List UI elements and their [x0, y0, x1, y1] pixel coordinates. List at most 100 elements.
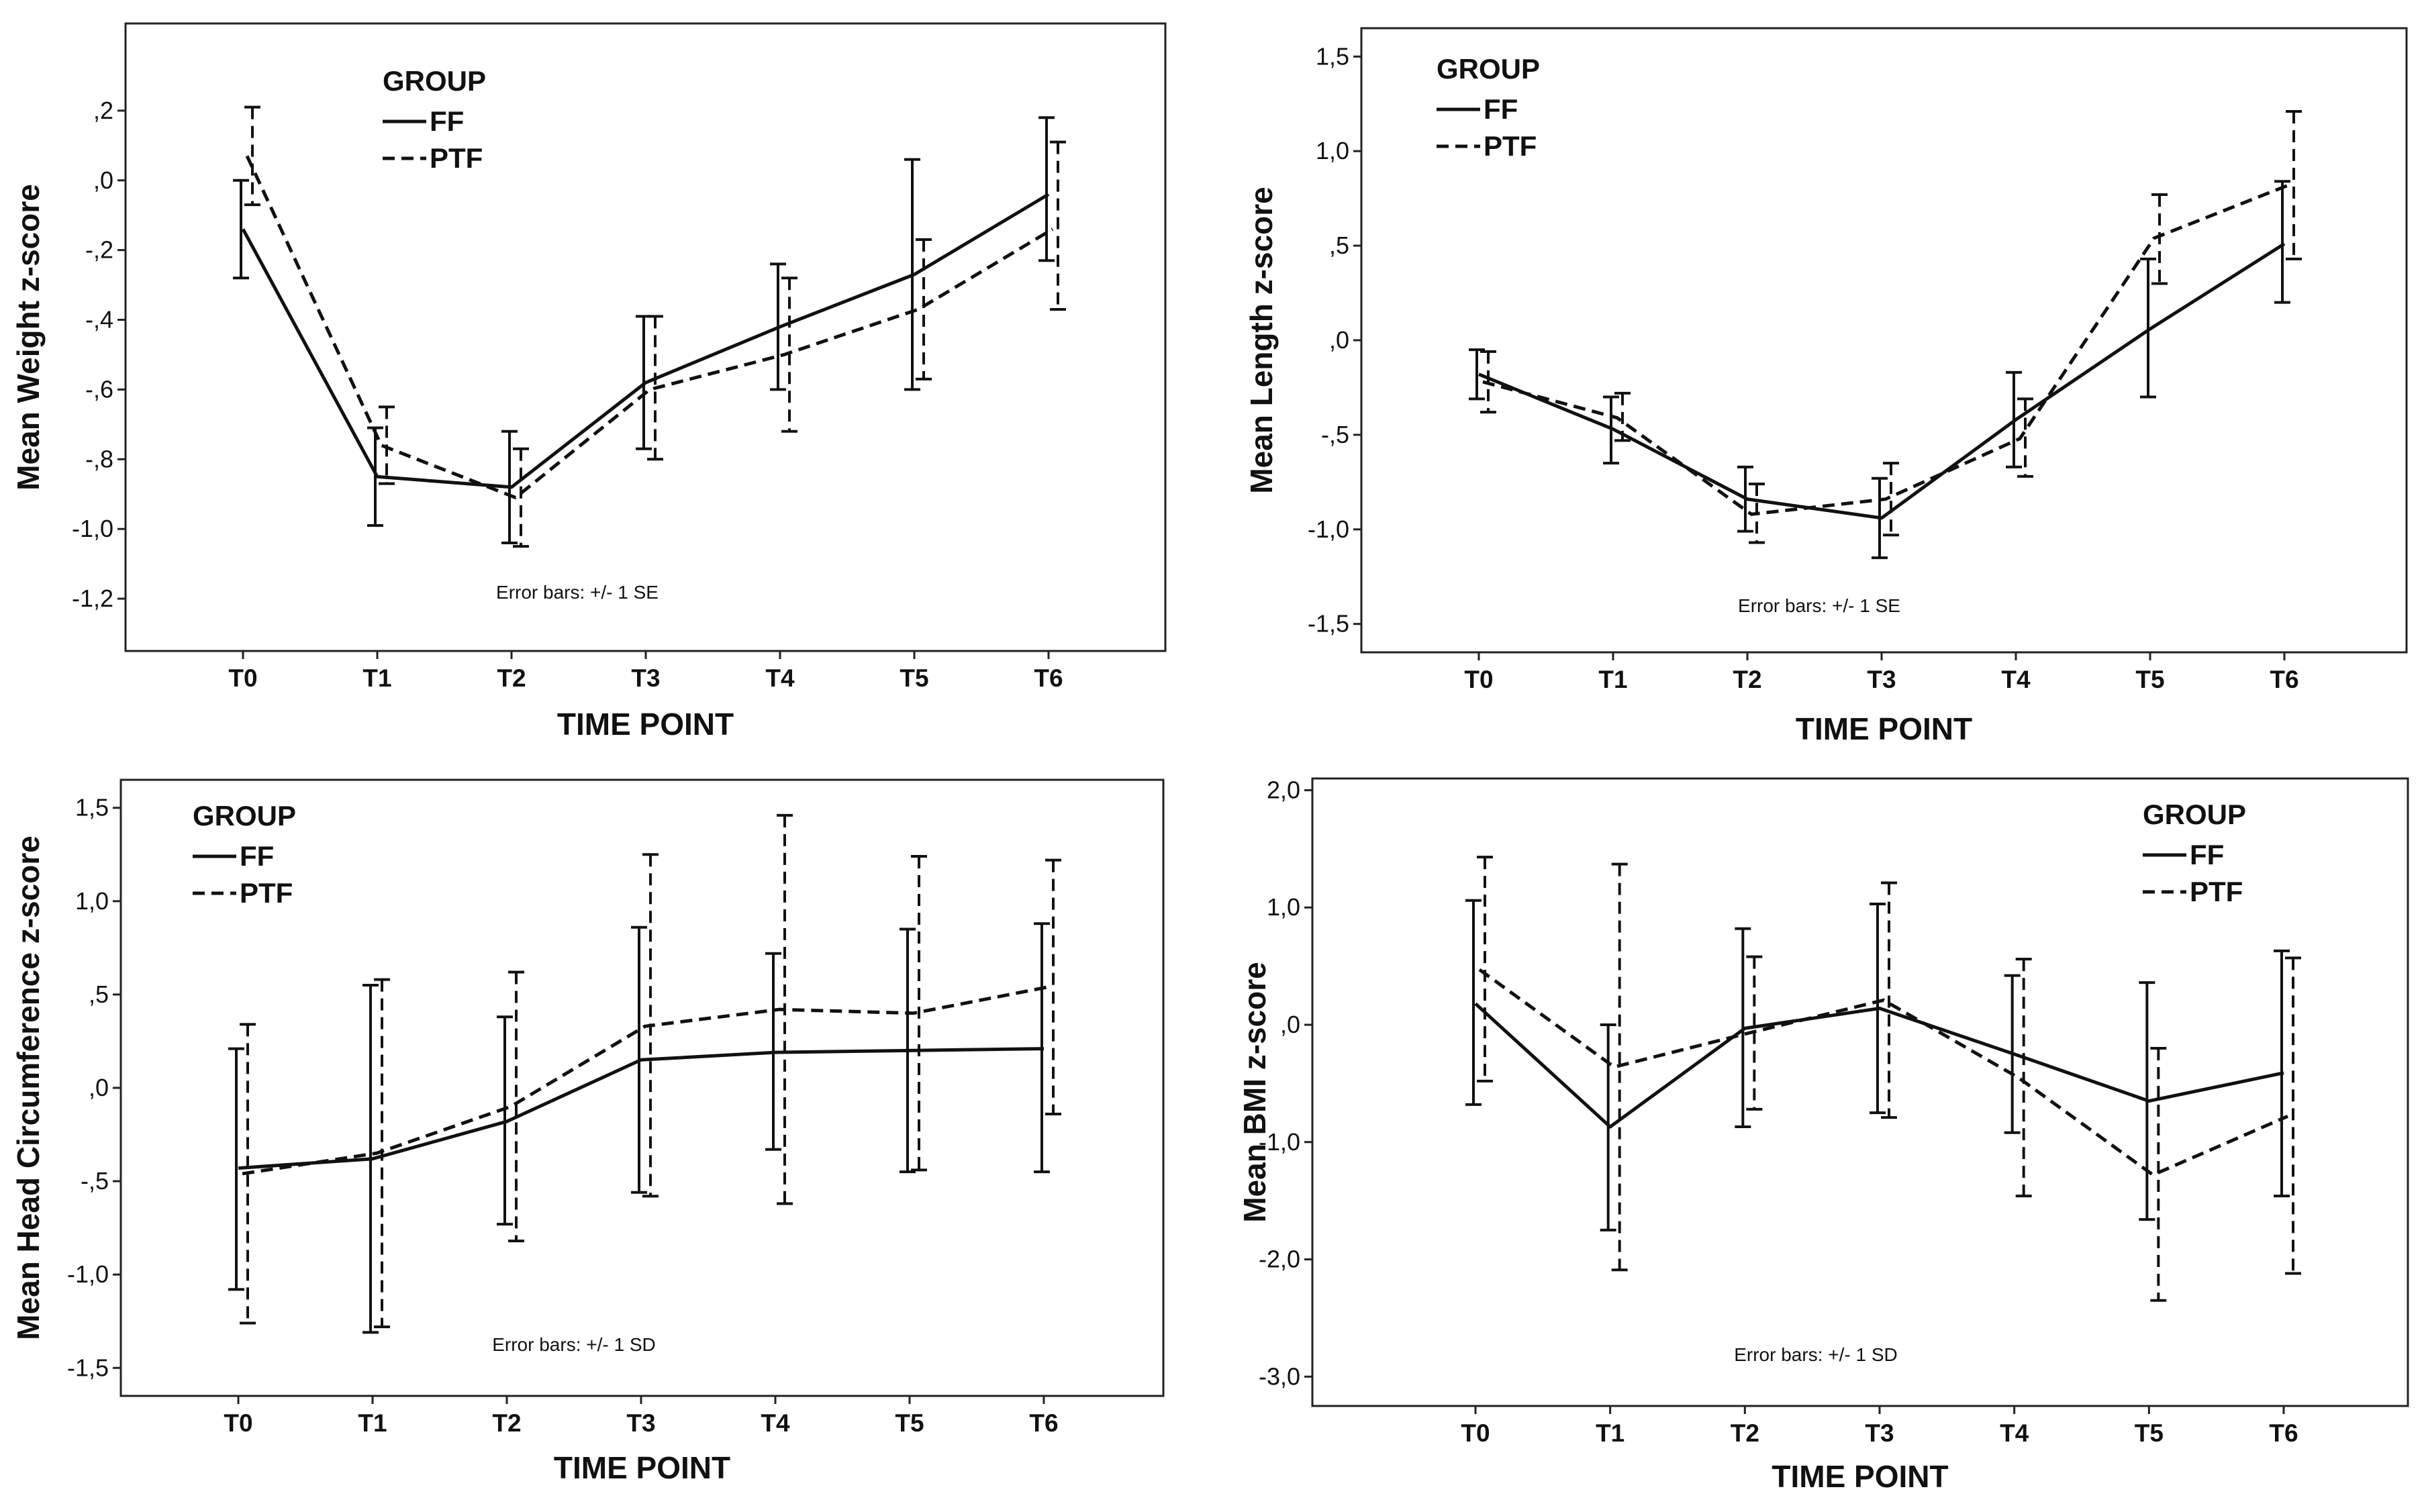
y-tick-label: -,8: [85, 445, 113, 472]
x-tick-label: T4: [765, 664, 795, 692]
legend-title: GROUP: [193, 800, 296, 831]
x-tick-label: T6: [1029, 1409, 1058, 1437]
legend: GROUP FF PTF: [383, 65, 486, 174]
y-tick-label: 1,5: [75, 794, 109, 821]
x-axis-title: TIME POINT: [554, 1450, 730, 1485]
x-tick-label: T5: [895, 1409, 924, 1437]
y-tick-label: ,5: [1329, 232, 1349, 259]
legend-label-ptf: PTF: [240, 877, 293, 909]
y-tick-label: ,0: [93, 166, 113, 194]
y-tick-label: -1,5: [67, 1354, 109, 1381]
chart-panel-1: ,2 ,0 -,2 -,4 -,6 -,8 -1,0 -1,2 T0 T1 T2 T3 T4 T5 T6 TI…: [11, 22, 1167, 742]
legend-label-ff: FF: [2190, 839, 2224, 870]
series-ff: [1465, 899, 2290, 1231]
x-tick-label: T5: [900, 664, 928, 692]
series-ff: [1469, 180, 2290, 560]
y-tick-label: 1,0: [1267, 893, 1300, 921]
y-tick-label: -2,0: [1259, 1246, 1300, 1273]
series-line-ff: [238, 1047, 1045, 1170]
x-tick-label: T2: [492, 1409, 521, 1437]
y-tick-label: ,0: [1329, 326, 1349, 354]
y-tick-label: -1,5: [1308, 610, 1349, 638]
series-line-ptf: [1482, 183, 2289, 516]
x-tick-label: T3: [1867, 666, 1896, 693]
y-tick-label: -1,2: [72, 585, 113, 612]
x-tick-label: T1: [1598, 666, 1627, 693]
x-tick-label: T4: [2001, 666, 2031, 693]
series-line-ptf: [245, 155, 1054, 499]
series-ptf: [244, 105, 1066, 548]
x-tick-label: T3: [1865, 1419, 1894, 1447]
plot-frame: [1311, 777, 2409, 1407]
x-tick-label: T3: [626, 1409, 655, 1437]
x-tick-label: T2: [1731, 1419, 1759, 1447]
y-axis-title: Mean Weight z-score: [11, 184, 46, 491]
y-tick-label: -1,0: [1308, 515, 1349, 543]
legend-title: GROUP: [2143, 799, 2246, 830]
x-tick-label: T0: [1461, 1419, 1490, 1447]
x-tick-label: T0: [1464, 666, 1493, 693]
x-tick-label: T6: [2270, 666, 2298, 693]
x-tick-label: T2: [1733, 666, 1761, 693]
series-ff: [233, 116, 1055, 544]
x-axis-title: TIME POINT: [557, 707, 734, 742]
error-bar-note: Error bars: +/- 1 SD: [1734, 1344, 1898, 1365]
y-axis-title: Mean Length z-score: [1244, 187, 1279, 494]
x-tick-label: T4: [761, 1409, 790, 1437]
x-tick-label: T1: [362, 664, 391, 692]
x-axis-title: TIME POINT: [1796, 711, 1972, 746]
x-tick-label: T5: [2135, 666, 2164, 693]
series-ptf: [1477, 856, 2301, 1302]
error-bar-note: Error bars: +/- 1 SE: [1738, 595, 1900, 616]
series-ptf: [1480, 110, 2302, 544]
y-tick-label: 1,5: [1316, 42, 1349, 70]
y-axis-title: Mean BMI z-score: [1237, 962, 1272, 1223]
y-tick-label: -,5: [1321, 421, 1349, 448]
series-ptf: [240, 813, 1061, 1329]
legend: GROUP FF PTF: [1437, 53, 1540, 162]
y-tick-label: -,6: [85, 375, 113, 403]
series-line-ff: [1474, 1002, 2284, 1129]
legend-label-ptf: PTF: [2190, 876, 2243, 907]
legend-label-ptf: PTF: [430, 142, 483, 174]
y-tick-label: -1,0: [67, 1260, 109, 1288]
legend: GROUP FF PTF: [193, 800, 296, 909]
chart-panel-3: 1,5 1,0 ,5 ,0 -,5 -1,0 -1,5 T0 T1 T2 T3 T4 T5 T6 TIME …: [11, 778, 1165, 1485]
y-tick-label: 2,0: [1267, 776, 1300, 803]
legend-label-ff: FF: [1484, 93, 1518, 125]
x-tick-label: T1: [358, 1409, 387, 1437]
x-tick-label: T0: [224, 1409, 252, 1437]
legend: GROUP FF PTF: [2143, 799, 2246, 907]
x-tick-label: T5: [2135, 1419, 2164, 1447]
legend-title: GROUP: [383, 65, 486, 97]
x-axis-title: TIME POINT: [1772, 1459, 1948, 1494]
series-line-ptf: [242, 985, 1049, 1176]
series-line-ff: [241, 193, 1050, 489]
legend-title: GROUP: [1437, 53, 1540, 85]
y-tick-label: -3,0: [1259, 1362, 1300, 1390]
x-tick-label: T0: [228, 664, 257, 692]
y-tick-label: -,2: [85, 236, 113, 264]
x-tick-label: T1: [1596, 1419, 1625, 1447]
y-tick-label: -1,0: [72, 515, 113, 542]
error-bar-note: Error bars: +/- 1 SE: [496, 582, 659, 603]
chart-panel-2: 1,5 1,0 ,5 ,0 -,5 -1,0 -1,5 T0 T1 T2 T3 T4 T5 T6 TIME …: [1244, 27, 2408, 746]
plot-frame: [124, 22, 1167, 652]
x-tick-label: T6: [1034, 664, 1063, 692]
y-tick-label: 1,0: [75, 887, 109, 915]
series-line-ptf: [1478, 968, 2288, 1177]
x-tick-label: T3: [631, 664, 660, 692]
plot-frame: [119, 778, 1165, 1397]
y-tick-label: ,0: [89, 1074, 109, 1101]
x-tick-label: T2: [497, 664, 526, 692]
y-tick-label: ,2: [93, 97, 113, 124]
y-tick-label: -,5: [81, 1167, 109, 1195]
y-tick-label: -,4: [85, 306, 113, 334]
y-tick-label: ,0: [1280, 1011, 1300, 1038]
legend-label-ptf: PTF: [1484, 130, 1537, 162]
series-ff: [228, 922, 1050, 1334]
series-line-ff: [1478, 242, 2286, 520]
x-tick-label: T6: [2269, 1419, 2298, 1447]
y-tick-label: ,5: [89, 980, 109, 1008]
